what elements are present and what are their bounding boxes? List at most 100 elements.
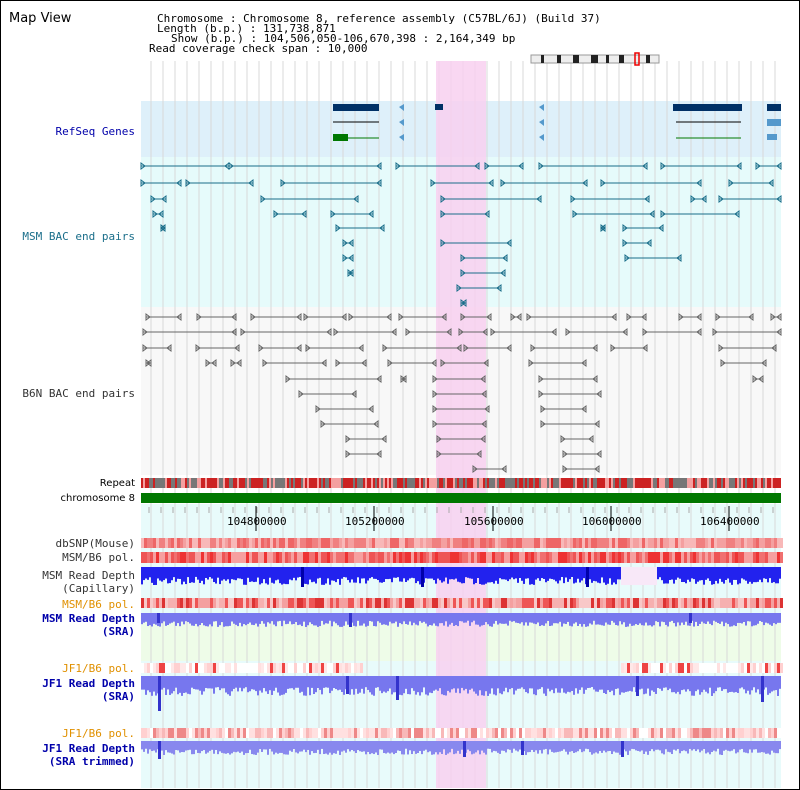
read-depth-bar xyxy=(239,741,241,753)
track-label-dbsnp[interactable]: dbSNP(Mouse) xyxy=(55,537,135,550)
track-label-msm-depth-capillary[interactable]: MSM Read Depth xyxy=(42,569,135,582)
read-depth-bar xyxy=(293,567,295,578)
read-depth-bar xyxy=(203,676,205,692)
polymorphism-cell xyxy=(765,663,768,673)
read-depth-bar xyxy=(773,613,775,624)
track-label-refseq-genes[interactable]: RefSeq Genes xyxy=(55,125,135,138)
polymorphism-cell xyxy=(474,552,477,563)
polymorphism-cell xyxy=(606,598,609,608)
polymorphism-cell xyxy=(549,728,552,738)
track-label-jf1-depth-sra[interactable]: JF1 Read Depth xyxy=(42,677,135,690)
polymorphism-cell xyxy=(333,538,336,548)
polymorphism-cell xyxy=(246,598,249,608)
read-depth-bar xyxy=(495,567,497,581)
polymorphism-cell xyxy=(651,728,654,738)
polymorphism-cell xyxy=(213,538,216,548)
polymorphism-cell xyxy=(585,552,588,563)
read-depth-bar xyxy=(253,613,255,626)
read-depth-bar xyxy=(147,567,149,580)
polymorphism-cell xyxy=(282,663,285,673)
polymorphism-cell xyxy=(447,598,450,608)
info-chromosome: Chromosome : Chromosome 8, reference ass… xyxy=(157,12,601,25)
read-depth-bar xyxy=(713,613,715,621)
polymorphism-cell xyxy=(684,663,687,673)
read-depth-spike xyxy=(761,676,764,702)
read-depth-bar xyxy=(231,613,233,622)
read-depth-bar xyxy=(427,613,429,627)
track-label-msm-b6-pol[interactable]: MSM/B6 pol. xyxy=(62,551,135,564)
polymorphism-cell xyxy=(240,598,243,608)
polymorphism-cell xyxy=(345,663,348,673)
read-depth-bar xyxy=(221,741,223,753)
polymorphism-cell xyxy=(357,538,360,548)
polymorphism-cell xyxy=(300,552,303,563)
track-label-jf1-b6-pol[interactable]: JF1/B6 pol. xyxy=(62,662,135,675)
read-depth-bar xyxy=(359,567,361,584)
read-depth-bar xyxy=(165,567,167,579)
track-label-msm-depth-sra[interactable]: MSM Read Depth xyxy=(42,612,135,625)
bac-end-arrow xyxy=(526,313,532,321)
read-depth-bar xyxy=(687,676,689,690)
read-depth-bar xyxy=(141,676,143,690)
bac-end-arrow xyxy=(776,195,782,203)
polymorphism-cell xyxy=(354,598,357,608)
repeat-segment xyxy=(531,478,533,488)
read-depth-bar xyxy=(195,567,197,577)
track-label-jf1-depth-trimmed[interactable]: JF1 Read Depth xyxy=(42,742,135,755)
repeat-segment xyxy=(393,478,395,488)
polymorphism-cell xyxy=(201,663,204,673)
read-depth-bar xyxy=(467,567,469,578)
polymorphism-cell xyxy=(165,598,168,608)
read-depth-bar xyxy=(309,741,311,755)
repeat-segment xyxy=(385,478,387,488)
bac-end-arrow xyxy=(510,313,516,321)
track-label-b6n-bac[interactable]: B6N BAC end pairs xyxy=(22,387,135,400)
read-depth-bar xyxy=(275,567,277,581)
polymorphism-cell xyxy=(420,728,423,738)
read-depth-bar xyxy=(719,676,721,688)
read-depth-bar xyxy=(679,613,681,626)
polymorphism-cell xyxy=(660,538,663,548)
repeat-segment xyxy=(281,478,283,488)
repeat-segment xyxy=(519,478,521,488)
bac-end-arrow xyxy=(776,313,782,321)
read-depth-bar xyxy=(329,613,331,621)
polymorphism-cell xyxy=(369,728,372,738)
read-depth-bar xyxy=(693,741,695,750)
read-depth-bar xyxy=(339,567,341,585)
polymorphism-cell xyxy=(729,663,732,673)
track-label-msm-bac[interactable]: MSM BAC end pairs xyxy=(22,230,135,243)
polymorphism-cell xyxy=(342,552,345,563)
polymorphism-cell xyxy=(459,552,462,563)
repeat-segment xyxy=(295,478,297,488)
polymorphism-cell xyxy=(201,538,204,548)
read-depth-bar xyxy=(277,741,279,754)
polymorphism-cell xyxy=(765,538,768,548)
read-depth-bar xyxy=(327,567,329,579)
read-depth-bar xyxy=(311,567,313,583)
read-depth-bar xyxy=(507,741,509,750)
track-label-jf1-b6-pol-trimmed[interactable]: JF1/B6 pol. xyxy=(62,727,135,740)
read-depth-bar xyxy=(587,613,589,627)
read-depth-bar xyxy=(271,613,273,622)
bac-end-arrow xyxy=(342,239,348,247)
polymorphism-cell xyxy=(372,598,375,608)
axis-tick-label: 104800000 xyxy=(227,515,287,528)
read-depth-bar xyxy=(455,676,457,693)
read-depth-bar xyxy=(515,676,517,691)
repeat-segment xyxy=(607,478,609,488)
read-depth-bar xyxy=(745,741,747,753)
read-depth-bar xyxy=(381,567,383,583)
read-depth-bar xyxy=(311,741,313,752)
polymorphism-cell xyxy=(639,598,642,608)
bac-end-arrow xyxy=(718,195,724,203)
read-depth-bar xyxy=(155,613,157,625)
polymorphism-cell xyxy=(654,538,657,548)
polymorphism-cell xyxy=(309,728,312,738)
polymorphism-cell xyxy=(333,728,336,738)
bac-end-arrow xyxy=(596,450,602,458)
polymorphism-cell xyxy=(621,598,624,608)
track-label-msm-b6-pol-sra[interactable]: MSM/B6 pol. xyxy=(62,598,135,611)
read-depth-bar xyxy=(257,741,259,753)
